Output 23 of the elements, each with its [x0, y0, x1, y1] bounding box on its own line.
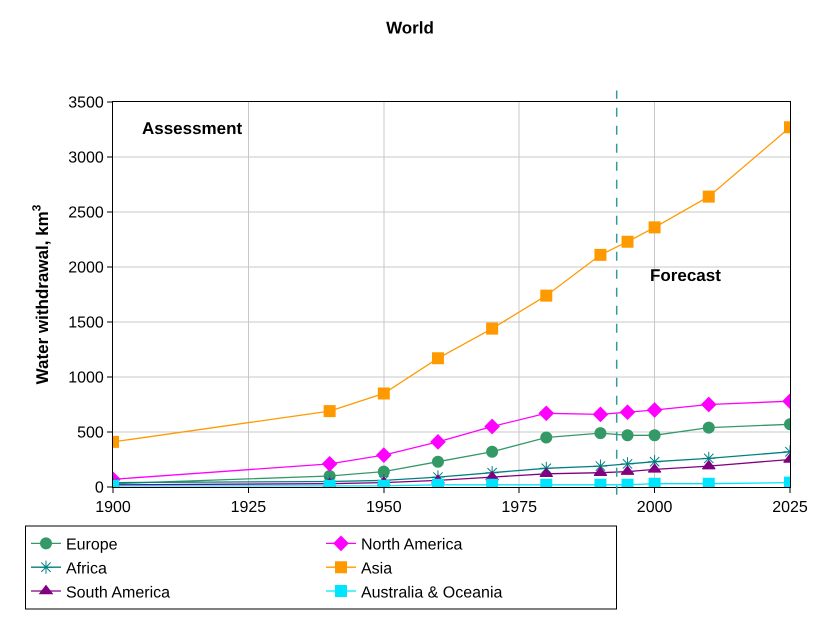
x-tick-label: 2000: [636, 499, 672, 516]
y-tick-label: 3000: [68, 150, 104, 167]
y-tick-label: 3500: [68, 94, 104, 112]
y-tick-label: 1500: [68, 314, 104, 332]
x-tick-label: 1900: [95, 499, 131, 516]
legend-label: South America: [66, 584, 170, 602]
annotation: Assessment: [142, 119, 243, 138]
legend-label: Africa: [66, 560, 107, 578]
chart-title: World: [386, 18, 434, 38]
y-tick-label: 0: [94, 480, 104, 497]
legend-label: Australia & Oceania: [360, 584, 502, 602]
y-tick-label: 1000: [68, 370, 104, 387]
x-tick-label: 1925: [230, 499, 266, 516]
x-tick-label: 2025: [772, 499, 808, 516]
legend-label: North America: [360, 536, 462, 554]
y-tick-label: 2500: [68, 204, 104, 222]
y-tick-label: 2000: [68, 260, 104, 277]
x-tick-label: 1950: [366, 499, 402, 516]
y-tick-label: 500: [77, 424, 104, 442]
annotation: Forecast: [650, 266, 722, 285]
legend-label: Asia: [360, 560, 392, 578]
x-tick-label: 1975: [501, 499, 538, 516]
legend-label: Europe: [66, 536, 118, 554]
